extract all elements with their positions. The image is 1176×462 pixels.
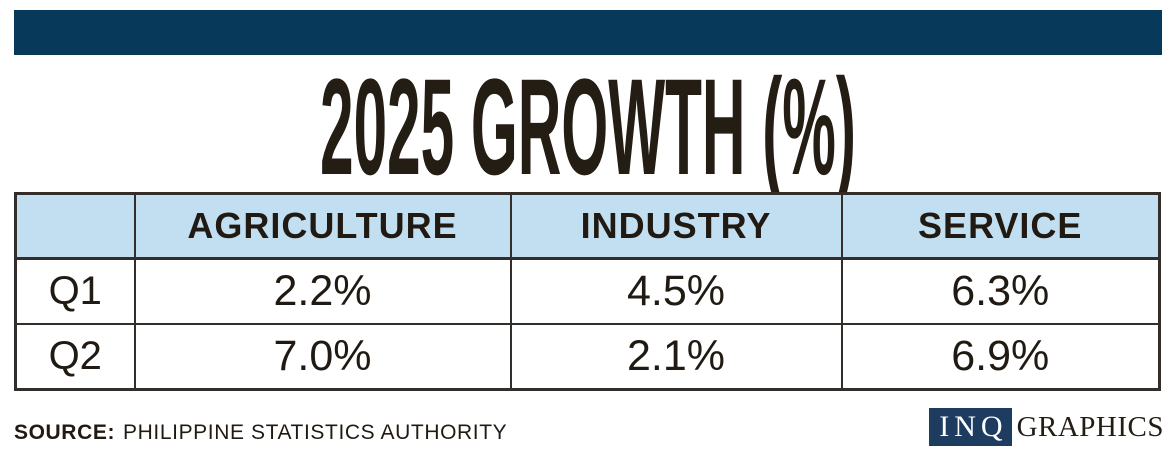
cell-q1-service: 6.3% <box>840 257 1161 325</box>
source-label: SOURCE: <box>14 421 116 444</box>
table-row-q1: Q1 2.2% 4.5% 6.3% <box>14 257 1161 325</box>
source-text: PHILIPPINE STATISTICS AUTHORITY <box>123 421 508 444</box>
inq-logo-box: INQ <box>929 408 1012 446</box>
cell-q2-service: 6.9% <box>840 323 1161 391</box>
top-bar <box>14 10 1162 55</box>
row-label-q2: Q2 <box>14 323 136 391</box>
graphics-wordmark: GRAPHICS <box>1016 410 1164 443</box>
cell-q1-industry: 4.5% <box>509 257 843 325</box>
table-header-empty <box>14 192 136 260</box>
table-row-q2: Q2 7.0% 2.1% 6.9% <box>14 323 1161 391</box>
cell-q2-agriculture: 7.0% <box>133 323 512 391</box>
growth-table: AGRICULTURE INDUSTRY SERVICE Q1 2.2% 4.5… <box>14 192 1161 391</box>
table-header-service: SERVICE <box>840 192 1161 260</box>
table-header-agriculture: AGRICULTURE <box>133 192 512 260</box>
row-label-q1: Q1 <box>14 257 136 325</box>
inq-graphics-logo: INQ GRAPHICS <box>929 408 1164 446</box>
cell-q1-agriculture: 2.2% <box>133 257 512 325</box>
cell-q2-industry: 2.1% <box>509 323 843 391</box>
source-line: SOURCE: PHILIPPINE STATISTICS AUTHORITY <box>14 421 507 445</box>
page-title: 2025 GROWTH (%) <box>320 51 856 204</box>
table-header-industry: INDUSTRY <box>509 192 843 260</box>
table-header-row: AGRICULTURE INDUSTRY SERVICE <box>14 192 1161 260</box>
